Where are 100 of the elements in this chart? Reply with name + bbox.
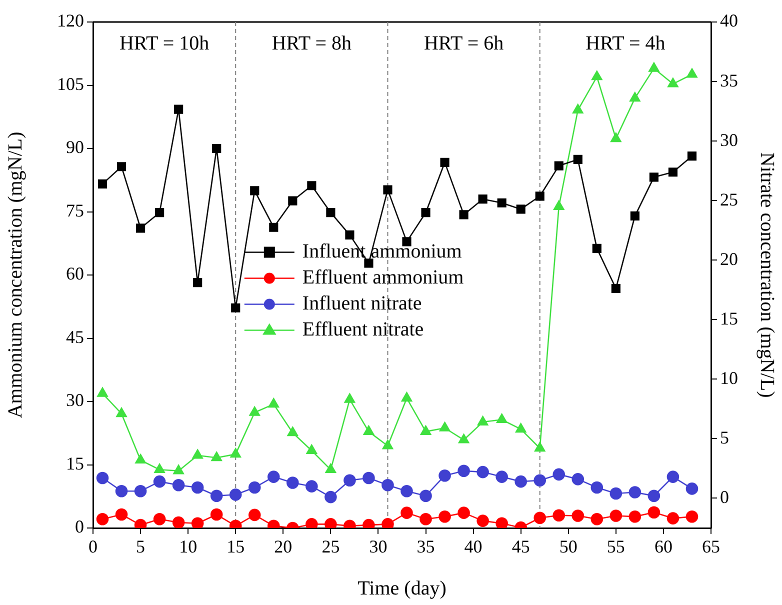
point [325,464,336,474]
x-tick-label: 5 [136,536,146,557]
point [286,476,299,489]
point [153,512,166,526]
point [116,408,127,418]
point [572,473,584,486]
point [400,484,413,498]
point [136,224,146,233]
y-tick-label: 105 [57,74,84,94]
point [610,487,622,500]
point [666,512,680,524]
x-tick-label: 35 [416,536,435,557]
point [363,425,374,435]
y-tick-label: 120 [57,10,84,31]
point [210,490,223,502]
y2-tick-label: 0 [720,486,729,507]
y-tick-label: 0 [75,516,84,537]
y2-axis-title: Nitrate concentration (mgN/L) [756,152,778,398]
y2-tick-label: 25 [720,189,738,210]
point [230,448,242,458]
y-axis-title: Ammonium concentration (mgN/L) [4,132,26,418]
point [439,422,450,432]
point [249,406,260,416]
annotation: HRT = 8h [272,32,352,54]
point [687,152,697,161]
point [307,181,316,190]
point [458,434,470,444]
point [135,454,146,464]
point [552,468,566,481]
point [420,512,432,526]
x-tick-label: 45 [512,536,530,557]
point [191,517,204,528]
y-tick-label: 60 [66,264,84,284]
y-tick-label: 15 [66,453,84,474]
point [458,506,470,519]
point [572,104,584,114]
point [191,481,204,494]
point [648,62,660,72]
point [324,490,337,504]
point [326,208,336,218]
x-tick-label: 50 [559,536,578,557]
point [115,508,128,521]
point [496,517,508,528]
point [382,518,394,528]
point [630,211,640,221]
point [96,472,109,484]
point [440,158,450,167]
point [267,470,280,483]
y2-tick-label: 30 [720,130,738,150]
point [231,303,240,312]
y2-tick-label: 10 [720,368,738,388]
point [553,200,564,210]
point [686,510,698,523]
point [611,284,620,294]
point [344,393,356,403]
point [250,186,260,196]
point [516,204,526,214]
point [229,488,242,501]
point [155,208,164,218]
point [628,510,642,523]
point [134,484,147,498]
x-tick-label: 30 [369,536,388,557]
point [554,161,564,170]
point [610,132,622,142]
point [534,442,546,452]
legend-label: Influent nitrate [302,292,422,314]
point [174,104,184,114]
point [421,208,430,218]
point [382,478,394,492]
point [98,179,108,188]
point [97,387,108,397]
y-tick-label: 75 [66,200,84,220]
annotation: HRT = 10h [119,32,210,54]
y-tick-label: 45 [66,326,84,347]
x-tick-label: 20 [274,536,292,557]
point [344,474,356,487]
point [248,481,261,494]
point [534,474,546,487]
point [534,512,546,524]
legend-label: Effluent nitrate [302,318,424,340]
point [438,469,451,482]
point [477,416,488,426]
point [535,192,544,201]
point [590,512,604,526]
point [172,516,185,528]
point [496,414,508,424]
point [459,210,468,220]
annotation: HRT = 4h [586,32,666,54]
point [476,514,489,527]
point [552,509,566,522]
point [649,172,658,182]
point [686,68,698,78]
y2-tick-label: 15 [720,308,738,328]
point [590,481,604,494]
point [383,185,392,194]
point [496,470,508,483]
point [686,482,698,495]
x-tick-label: 15 [226,536,245,557]
point [362,472,375,484]
point [364,258,374,268]
